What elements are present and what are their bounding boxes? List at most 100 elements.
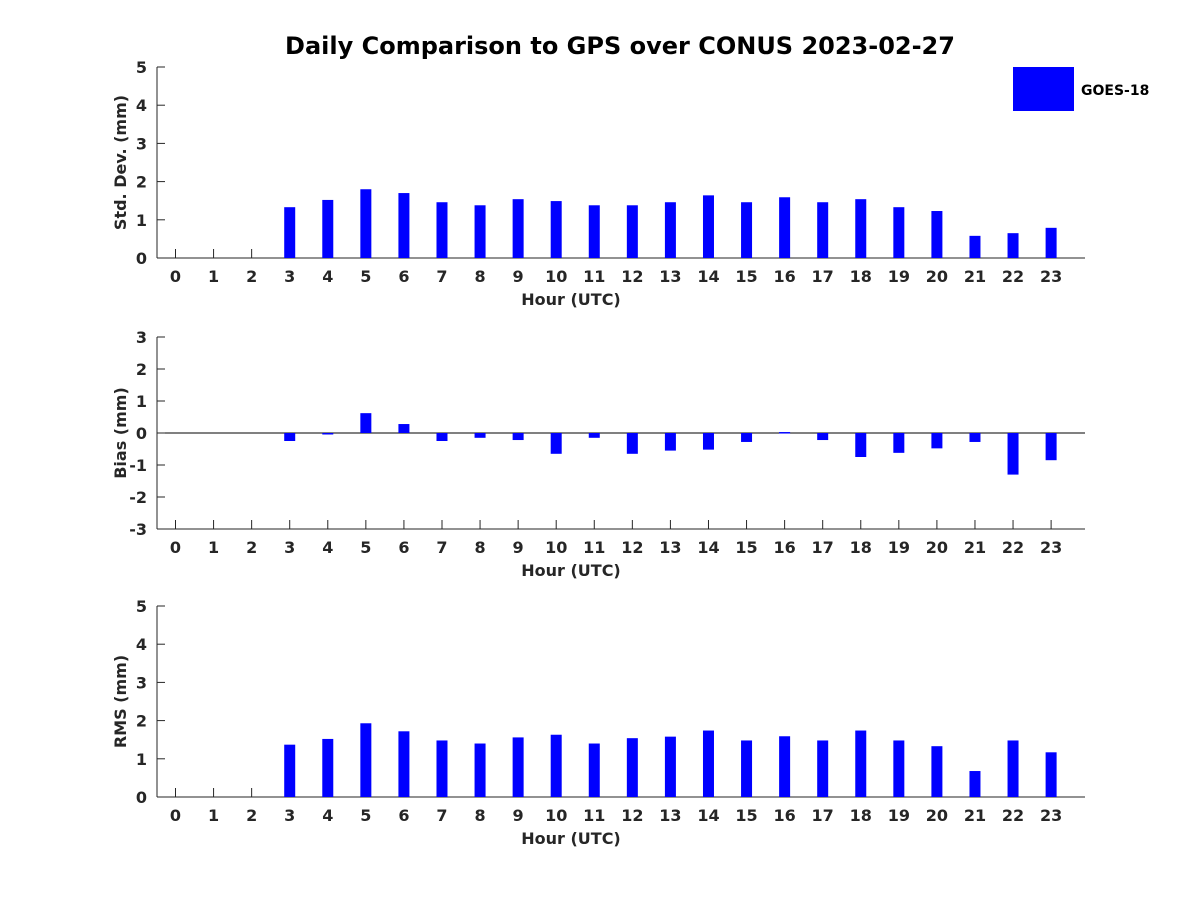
x-tick-label: 8	[474, 806, 485, 825]
x-tick-label: 17	[812, 538, 834, 557]
x-tick-label: 23	[1040, 267, 1062, 286]
x-tick-label: 23	[1040, 806, 1062, 825]
bar-hour-14	[702, 433, 714, 450]
bar-hour-23	[1045, 433, 1057, 461]
y-tick-label: -2	[129, 488, 147, 507]
x-tick-label: 4	[322, 806, 333, 825]
bar-hour-10	[550, 433, 562, 454]
bar-hour-16	[779, 432, 791, 434]
y-axis-label: RMS (mm)	[111, 655, 130, 748]
bar-hour-12	[626, 205, 638, 258]
bar-hour-6	[398, 424, 410, 433]
bar-hour-16	[779, 736, 791, 797]
bar-hour-20	[931, 746, 943, 797]
bar-hour-17	[817, 433, 829, 441]
x-tick-label: 13	[659, 538, 681, 557]
bar-hour-9	[512, 433, 524, 441]
bar-hour-20	[931, 433, 943, 449]
x-tick-label: 0	[170, 538, 181, 557]
bar-hour-15	[741, 202, 753, 258]
bar-hour-14	[702, 195, 714, 258]
x-tick-label: 0	[170, 806, 181, 825]
x-tick-label: 5	[360, 538, 371, 557]
bar-hour-18	[855, 730, 867, 797]
bar-hour-7	[436, 740, 448, 797]
bar-hour-22	[1007, 740, 1019, 797]
x-tick-label: 10	[545, 267, 567, 286]
x-tick-label: 21	[964, 806, 986, 825]
bar-hour-3	[284, 744, 296, 797]
x-tick-label: 7	[436, 267, 447, 286]
bar-hour-23	[1045, 227, 1057, 258]
x-tick-label: 6	[398, 267, 409, 286]
bar-hour-10	[550, 201, 562, 258]
bar-hour-21	[969, 433, 981, 442]
x-tick-label: 7	[436, 806, 447, 825]
x-tick-label: 10	[545, 806, 567, 825]
x-tick-label: 4	[322, 267, 333, 286]
x-tick-label: 8	[474, 267, 485, 286]
bar-hour-7	[436, 202, 448, 258]
x-tick-label: 20	[926, 806, 948, 825]
bar-hour-13	[664, 433, 676, 451]
x-tick-label: 2	[246, 806, 257, 825]
x-tick-label: 15	[735, 267, 757, 286]
x-tick-label: 9	[513, 538, 524, 557]
bar-hour-17	[817, 740, 829, 797]
bar-hour-23	[1045, 752, 1057, 797]
x-tick-label: 14	[697, 538, 719, 557]
bar-hour-13	[664, 202, 676, 258]
x-tick-label: 21	[964, 538, 986, 557]
x-tick-label: 22	[1002, 538, 1024, 557]
y-tick-label: 0	[136, 788, 147, 807]
bar-hour-21	[969, 771, 981, 797]
y-tick-label: 5	[136, 597, 147, 616]
y-axis-label: Bias (mm)	[111, 387, 130, 479]
bar-hour-15	[741, 740, 753, 797]
legend-label: GOES-18	[1081, 83, 1149, 99]
x-tick-label: 8	[474, 538, 485, 557]
x-tick-label: 17	[812, 806, 834, 825]
x-tick-label: 16	[773, 538, 795, 557]
y-tick-label: 1	[136, 750, 147, 769]
bar-hour-22	[1007, 233, 1019, 258]
bar-hour-22	[1007, 433, 1019, 475]
bar-hour-15	[741, 433, 753, 442]
x-tick-label: 18	[850, 538, 872, 557]
x-tick-label: 12	[621, 267, 643, 286]
x-axis-label: Hour (UTC)	[521, 829, 621, 848]
x-tick-label: 19	[888, 267, 910, 286]
x-tick-label: 11	[583, 267, 605, 286]
x-tick-label: 11	[583, 806, 605, 825]
x-tick-label: 1	[208, 806, 219, 825]
x-tick-label: 22	[1002, 806, 1024, 825]
x-tick-label: 21	[964, 267, 986, 286]
bar-hour-10	[550, 734, 562, 797]
x-axis-label: Hour (UTC)	[521, 290, 621, 309]
x-tick-label: 13	[659, 806, 681, 825]
bar-hour-6	[398, 731, 410, 797]
y-tick-label: 2	[136, 712, 147, 731]
x-tick-label: 4	[322, 538, 333, 557]
x-tick-label: 3	[284, 538, 295, 557]
x-tick-label: 18	[850, 806, 872, 825]
bar-hour-6	[398, 193, 410, 258]
x-tick-label: 6	[398, 806, 409, 825]
x-tick-label: 12	[621, 538, 643, 557]
x-tick-label: 18	[850, 267, 872, 286]
y-tick-label: 0	[136, 424, 147, 443]
y-tick-label: 3	[136, 328, 147, 347]
x-tick-label: 9	[513, 806, 524, 825]
bar-hour-11	[588, 743, 600, 797]
x-tick-label: 23	[1040, 538, 1062, 557]
y-tick-label: 4	[136, 96, 147, 115]
y-tick-label: 1	[136, 211, 147, 230]
x-tick-label: 12	[621, 806, 643, 825]
x-tick-label: 19	[888, 538, 910, 557]
y-tick-label: -1	[129, 456, 147, 475]
bar-hour-5	[360, 723, 372, 797]
bar-hour-3	[284, 207, 296, 258]
bar-hour-19	[893, 433, 905, 453]
